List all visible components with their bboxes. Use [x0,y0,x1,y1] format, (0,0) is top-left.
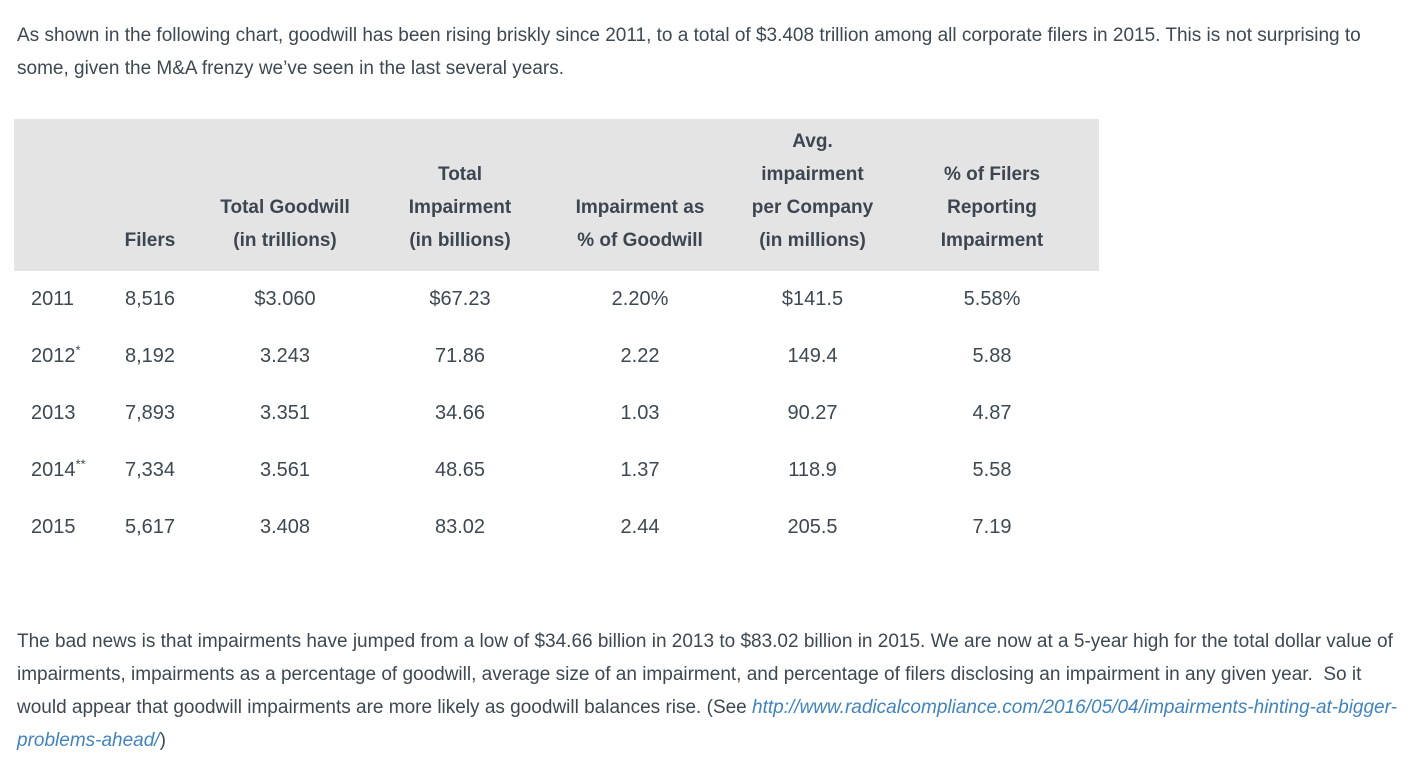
impairment-pct-cell: 1.37 [620,459,660,481]
total-goodwill-cell: 3.561 [259,459,311,481]
intro-paragraph: As shown in the following chart, goodwil… [17,25,1361,79]
goodwill-impairment-table: Filers Total Goodwill (in trillions) Tot… [14,119,1099,556]
total-goodwill-cell: $3.060 [254,288,316,310]
year-cell: 2014** [14,442,110,499]
filers-cell: 8,192 [124,345,176,367]
impairment-pct-cell: 1.03 [620,402,660,424]
filers-cell: 5,617 [124,516,176,538]
total-impairment-cell: 83.02 [434,516,486,538]
year-value: 2014 [31,459,76,481]
year-cell: 2013 [14,385,110,442]
article-link[interactable]: http://www.radicalcompliance.com/2016/05… [17,697,1397,751]
impairment-pct-cell: 2.44 [620,516,660,538]
year-value: 2012 [31,345,76,367]
year-cell: 2012* [14,328,110,385]
impairment-pct-cell: 2.22 [620,345,660,367]
total-goodwill-cell: 3.243 [259,345,311,367]
avg-impairment-cell: 205.5 [787,516,838,538]
year-cell: 2011 [14,271,110,328]
avg-impairment-cell: 118.9 [788,459,837,481]
total-goodwill-cell: 3.351 [259,402,311,424]
table-row: 2013 7,893 3.351 34.66 1.03 90.27 4.87 [14,385,1099,442]
column-header-year [14,119,110,271]
table-row: 2015 5,617 3.408 83.02 2.44 205.5 7.19 [14,499,1099,556]
filers-pct-cell: 5.58 [972,459,1012,481]
avg-impairment-cell: $141.5 [781,288,844,310]
filers-cell: 7,334 [124,459,176,481]
column-header-avg-impairment: Avg. impairment per Company (in millions… [740,119,885,271]
year-value: 2015 [31,516,76,538]
column-header-total-goodwill: Total Goodwill (in trillions) [190,119,380,271]
filers-cell: 8,516 [124,288,176,310]
avg-impairment-cell: 149.4 [787,345,838,367]
total-goodwill-cell: 3.408 [259,516,311,538]
total-impairment-cell: 71.86 [434,345,486,367]
filers-pct-cell: 4.87 [972,402,1012,424]
column-header-filers-pct: % of Filers Reporting Impairment [885,119,1099,271]
year-cell: 2015 [14,499,110,556]
table-row: 2011 8,516 $3.060 $67.23 2.20% $141.5 5.… [14,271,1099,328]
table-row: 2014** 7,334 3.561 48.65 1.37 118.9 5.58 [14,442,1099,499]
avg-impairment-cell: 90.27 [787,402,838,424]
closing-text-after-link: ) [159,730,166,751]
year-value: 2013 [31,402,76,424]
column-header-total-impairment: Total Impairment (in billions) [380,119,540,271]
filers-pct-cell: 7.19 [972,516,1012,538]
total-impairment-cell: 48.65 [434,459,486,481]
closing-paragraph: The bad news is that impairments have ju… [17,625,1397,757]
year-footnote-marker: * [75,342,81,358]
filers-pct-cell: 5.58% [963,288,1021,310]
table-row: 2012* 8,192 3.243 71.86 2.22 149.4 5.88 [14,328,1099,385]
total-impairment-cell: $67.23 [429,288,491,310]
year-footnote-marker: ** [75,456,86,472]
filers-pct-cell: 5.88 [972,345,1012,367]
total-impairment-cell: 34.66 [434,402,486,424]
year-value: 2011 [31,288,75,310]
filers-cell: 7,893 [124,402,176,424]
closing-text-before-link: The bad news is that impairments have ju… [17,631,1393,718]
column-header-impairment-pct: Impairment as % of Goodwill [540,119,740,271]
impairment-pct-cell: 2.20% [611,288,669,310]
table-header-row: Filers Total Goodwill (in trillions) Tot… [14,119,1099,271]
column-header-filers: Filers [110,119,190,271]
